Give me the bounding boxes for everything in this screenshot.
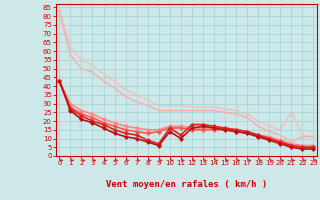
X-axis label: Vent moyen/en rafales ( km/h ): Vent moyen/en rafales ( km/h ): [106, 180, 267, 189]
